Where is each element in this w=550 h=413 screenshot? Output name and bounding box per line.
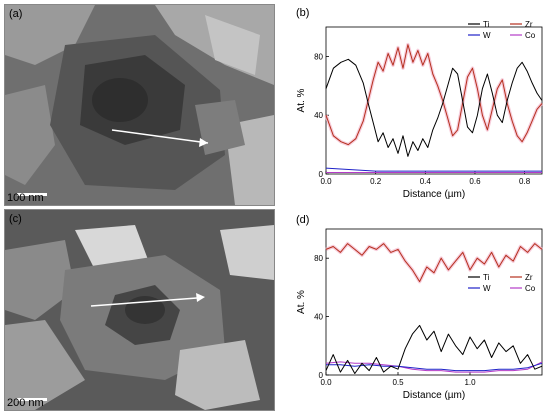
x-tick-label: 0.5 [392, 378, 404, 387]
y-axis-title: At. % [296, 88, 307, 112]
series-line-zr [325, 44, 543, 146]
sem-image-a-graphic [5, 5, 274, 205]
x-tick-label: 1.0 [464, 378, 476, 387]
legend-label-w: W [483, 284, 491, 293]
legend-label-zr: Zr [525, 273, 533, 282]
sem-image-c-graphic [5, 210, 274, 410]
sem-image-c: (c) 200 nm [4, 209, 275, 411]
legend-label-w: W [483, 31, 491, 40]
x-tick-label: 0.2 [370, 177, 382, 186]
legend-label-zr: Zr [525, 20, 533, 29]
scalebar-label-a: 100 nm [7, 192, 44, 204]
y-axis-title: At. % [296, 290, 307, 314]
x-tick-label: 0.8 [519, 177, 531, 186]
series-line-w [326, 362, 543, 372]
plot-frame [325, 228, 543, 376]
x-tick-label: 0.6 [469, 177, 481, 186]
y-tick-label: 0 [319, 170, 324, 179]
series-line-ti [325, 324, 543, 374]
legend-label-co: Co [525, 31, 536, 40]
series-line-ti [325, 58, 543, 157]
series-line-zr-halo [324, 42, 544, 147]
x-tick-label: 0.0 [320, 177, 332, 186]
x-axis-title: Distance (µm) [403, 390, 465, 401]
panel-label-c: (c) [9, 213, 22, 225]
plot-frame [325, 26, 543, 175]
y-tick-label: 80 [314, 52, 323, 61]
scalebar-label-c: 200 nm [7, 397, 44, 409]
x-axis-title: Distance (µm) [403, 189, 465, 200]
y-tick-label: 40 [314, 111, 323, 120]
legend-label-co: Co [525, 284, 536, 293]
line-chart-d: (d) 0.0 0.5 1.0 0 40 80 Distance (µm) At. % Ti W Z… [296, 214, 544, 401]
series-line-w [325, 167, 542, 172]
sem-image-a: (a) 100 nm [4, 4, 275, 206]
panel-label-b: (b) [296, 7, 309, 19]
x-tick-label: 0.0 [320, 378, 332, 387]
series-line-zr [325, 243, 543, 283]
y-tick-label: 0 [319, 371, 324, 380]
y-tick-label: 80 [314, 254, 323, 263]
y-tick-label: 40 [314, 313, 323, 322]
legend-label-ti: Ti [483, 273, 490, 282]
series-line-zr-halo [325, 241, 544, 284]
x-tick-label: 0.4 [420, 177, 432, 186]
legend-label-ti: Ti [483, 20, 490, 29]
line-chart-b: (b) 0.0 0.2 0.4 0.6 0.8 0 40 80 Distance (µm) At.… [296, 7, 544, 200]
series-line-co [325, 361, 543, 373]
panel-label-a: (a) [9, 8, 22, 20]
panel-label-d: (d) [296, 214, 309, 226]
